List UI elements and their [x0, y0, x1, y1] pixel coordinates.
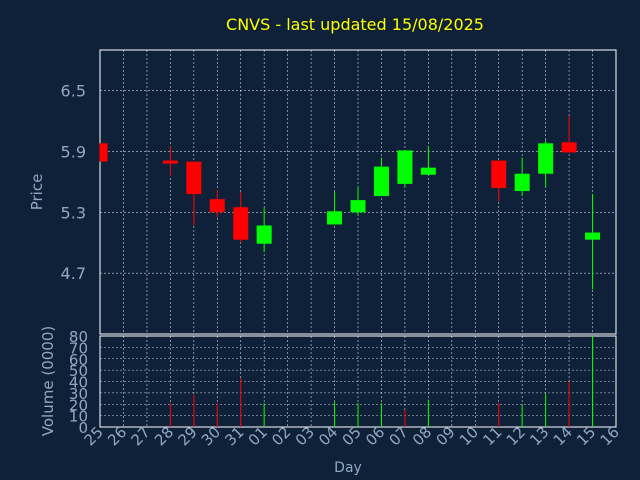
candlestick-29 [186, 161, 202, 226]
candle-body [420, 167, 436, 175]
candle-body [585, 232, 601, 240]
candlestick-30 [209, 189, 225, 218]
candlestick-04 [327, 192, 343, 225]
price-tick-label: 6.5 [61, 82, 86, 101]
candle-body [327, 211, 343, 225]
volume-tick-label: 80 [69, 328, 88, 346]
candle-body [514, 173, 530, 191]
candle-body [256, 225, 272, 244]
price-tick-label: 4.7 [61, 264, 86, 283]
candle-body [186, 161, 202, 195]
candlestick-15 [585, 194, 601, 290]
candlestick-11 [491, 160, 507, 202]
candlestick-01 [256, 208, 272, 252]
candlestick-05 [350, 186, 366, 216]
volume-panel: 0102030405060708025262728293031010203040… [69, 328, 623, 449]
price-axis-label: Price [28, 174, 46, 211]
candlestick-31 [233, 192, 249, 243]
candle-body [373, 166, 389, 197]
volume-tick-label: 20 [69, 396, 88, 414]
volume-tick-label: 50 [69, 362, 88, 380]
volume-tick-label: 60 [69, 351, 88, 369]
volume-tick-label: 0 [78, 419, 88, 437]
candle-body [350, 200, 366, 213]
x-axis-label: Day [334, 460, 362, 476]
candlestick-28 [162, 146, 178, 176]
candlestick-25 [99, 143, 108, 162]
candlestick-13 [538, 140, 554, 187]
candle-body [561, 142, 577, 153]
candle-body [162, 160, 178, 164]
candlestick-08 [420, 146, 436, 175]
price-tick-label: 5.3 [61, 203, 86, 222]
candle-body [209, 199, 225, 213]
price-panel: 4.7 5.3 5.9 6.5 [61, 49, 617, 335]
chart-title: CNVS - last updated 15/08/2025 [226, 15, 484, 34]
volume-tick-label: 10 [69, 408, 88, 426]
candle-body [100, 143, 108, 162]
candlestick-06 [373, 157, 389, 197]
candle-body [538, 143, 554, 174]
volume-tick-label: 70 [69, 339, 88, 357]
volume-tick-label: 30 [69, 385, 88, 403]
candle-body [491, 160, 507, 188]
price-tick-label: 5.9 [61, 142, 86, 161]
candlestick-14 [561, 115, 577, 153]
candlestick-12 [514, 157, 530, 197]
volume-tick-label: 40 [69, 374, 88, 392]
volume-axis-label: Volume (0000) [39, 326, 57, 436]
candlestick-07 [397, 150, 413, 187]
candle-body [397, 150, 413, 184]
candle-body [233, 207, 249, 240]
